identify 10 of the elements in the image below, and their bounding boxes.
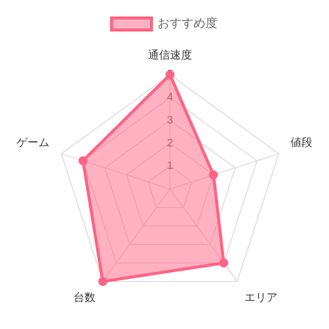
spoke-label: ゲーム	[16, 136, 50, 150]
legend-label: おすすめ度	[158, 16, 218, 30]
y-tick-label: 1	[166, 160, 174, 172]
y-tick-label: 4	[166, 92, 174, 104]
spoke-label: 台数	[73, 291, 96, 304]
y-tick-label: 2	[166, 137, 174, 150]
spoke-label: エリア	[244, 291, 278, 304]
spoke-label: 通信速度	[148, 48, 192, 62]
spoke-label: 値段	[290, 136, 313, 150]
y-tick-label: 3	[166, 114, 174, 126]
